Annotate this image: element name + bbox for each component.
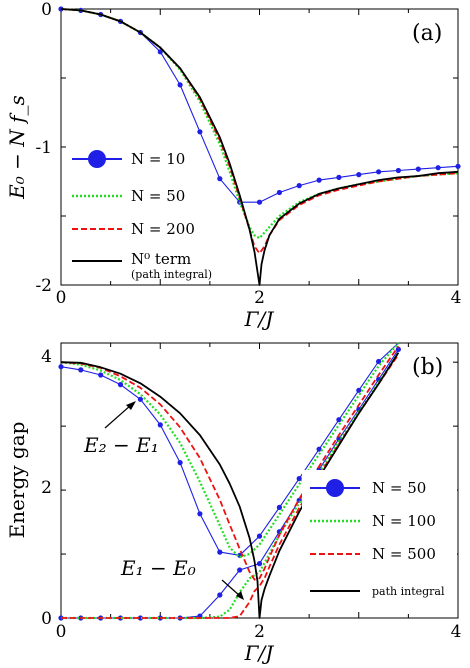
series-line-a-3-0 (60, 8, 459, 286)
series-point-b-0 (78, 367, 84, 373)
series-point-b-0 (316, 446, 322, 452)
series-point-a-0 (157, 49, 163, 55)
panel-a-xlabel: Γ/J (244, 307, 275, 331)
series-point-b-0 (58, 364, 64, 370)
series-line-a-1-0 (60, 7, 459, 240)
panel-b-series (58, 342, 401, 621)
legend-a-label-n10: N = 10 (131, 150, 185, 168)
legend-a-label-n200: N = 200 (131, 220, 195, 238)
series-point-b-0 (217, 549, 223, 555)
panel-b: 0 2 4 4 2 0 Γ/J Energy gap (b) E₂ − E₁ E… (5, 342, 462, 665)
legend-b-label-path: path integral (372, 585, 445, 598)
series-point-b-0 (117, 382, 124, 388)
legend-b-label-n500: N = 500 (372, 545, 436, 563)
panel-b-ytick-2: 2 (41, 478, 52, 498)
series-point-b-0 (336, 417, 342, 423)
series-point-b-0 (237, 567, 243, 573)
series-point-a-0 (296, 183, 302, 189)
panel-b-ytick-4: 4 (41, 347, 52, 367)
series-line-a-2-0 (60, 8, 459, 255)
panel-b-label: (b) (412, 355, 443, 380)
panel-a-label: (a) (412, 21, 442, 46)
series-point-b-0 (98, 372, 104, 378)
panel-b-xtick-0: 0 (56, 622, 67, 642)
series-line-b-1-1 (61, 351, 400, 620)
panel-a-ytick-minus2: -2 (35, 276, 52, 296)
panel-a: 0 2 4 0 -1 -2 Γ/J E₀ − N f_s (a) N = 10 … (5, 0, 461, 331)
panel-a-ytick-0: 0 (41, 0, 52, 20)
series-point-a-0 (217, 176, 223, 182)
series-point-a-0 (356, 172, 362, 178)
panel-b-xtick-4: 4 (451, 622, 462, 642)
series-point-a-0 (435, 165, 441, 171)
series-line-b-2-0 (60, 345, 400, 581)
annotation-e2-e1-arrow (104, 404, 132, 429)
legend-a-label-path-sub: (path integral) (131, 268, 212, 281)
series-point-b-0 (356, 387, 362, 393)
series-point-b-0 (256, 533, 263, 539)
legend-a-label-path: N⁰ term (131, 250, 191, 268)
series-point-b-0 (157, 422, 163, 428)
legend-b-marker-n50 (326, 479, 344, 497)
series-point-b-0 (276, 504, 282, 510)
panel-a-ticks (60, 8, 459, 286)
series-line-b-0-0 (60, 342, 399, 556)
panel-a-xtick-4: 4 (451, 288, 462, 308)
legend-b-label-n50: N = 50 (372, 479, 426, 497)
series-point-b-0 (137, 615, 143, 621)
panel-b-legend: N = 50 N = 100 N = 500 path integral (302, 470, 457, 605)
legend-b-label-n100: N = 100 (372, 512, 436, 530)
panel-a-series (58, 6, 461, 286)
series-point-a-0 (376, 169, 382, 175)
series-point-b-0 (137, 396, 143, 402)
series-point-a-0 (197, 129, 203, 135)
series-point-a-0 (316, 177, 322, 183)
series-point-a-0 (336, 174, 342, 180)
annotation-e1-e0-arrowhead (236, 591, 244, 600)
series-point-b-0 (256, 561, 263, 567)
legend-a-marker-n10 (88, 150, 106, 168)
series-point-a-0 (415, 166, 421, 172)
series-point-b-0 (296, 476, 302, 482)
annotation-e2-e1: E₂ − E₁ (83, 433, 159, 457)
series-point-b-0 (197, 511, 203, 517)
panel-a-ytick-minus1: -1 (35, 138, 52, 158)
series-point-b-0 (217, 592, 223, 598)
annotation-e1-e0-arrow (221, 579, 241, 597)
annotation-e1-e0: E₁ − E₀ (120, 556, 196, 580)
series-point-b-0 (376, 358, 382, 365)
panel-b-xtick-2: 2 (254, 622, 265, 642)
legend-a-label-n50: N = 50 (131, 187, 185, 205)
series-point-a-0 (455, 163, 461, 169)
panel-a-ylabel: E₀ − N f_s (5, 95, 29, 200)
series-point-a-0 (256, 199, 263, 205)
panel-a-legend: N = 10 N = 50 N = 200 N⁰ term (path inte… (72, 150, 212, 281)
panel-a-frame (60, 8, 459, 286)
panel-a-xtick-2: 2 (254, 288, 265, 308)
panel-a-xtick-0: 0 (56, 288, 67, 308)
series-point-b-0 (177, 460, 183, 466)
series-point-a-0 (276, 189, 282, 196)
panel-b-ylabel: Energy gap (5, 422, 29, 539)
annotation-e2-e1-arrowhead (126, 401, 136, 410)
series-point-b-0 (395, 346, 401, 352)
series-point-a-0 (177, 82, 183, 88)
series-point-a-0 (395, 167, 401, 174)
panel-b-ytick-0: 0 (41, 609, 52, 629)
panel-b-xlabel: Γ/J (244, 641, 275, 665)
